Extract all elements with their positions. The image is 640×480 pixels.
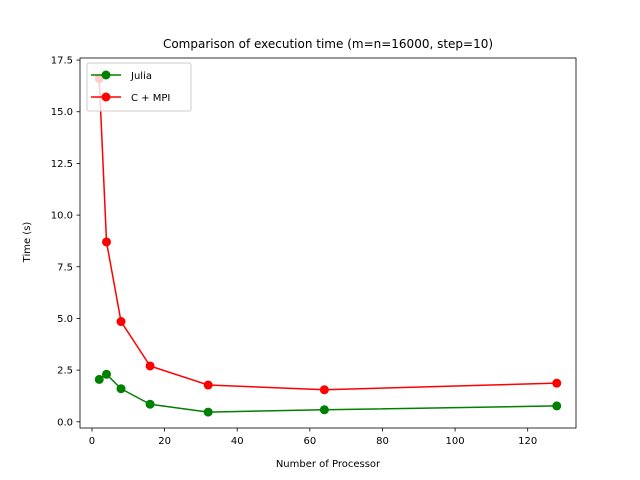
x-tick-label: 100 [446,436,465,447]
legend: Julia C + MPI [86,62,192,112]
data-point-julia [94,374,104,384]
y-tick-label: 7.5 [57,262,73,273]
y-axis-ticks: 0.0 2.5 5.0 7.5 10.0 12.5 15.0 17.5 [51,56,80,428]
x-tick-label: 120 [518,436,537,447]
data-point-c-mpi [116,317,126,327]
data-point-julia [552,401,562,411]
x-tick-label: 40 [231,436,244,447]
data-point-c-mpi [203,380,213,390]
data-point-c-mpi [552,378,562,388]
data-point-julia [116,384,126,394]
x-tick-label: 20 [158,436,171,447]
x-axis-label: Number of Processor [276,459,381,470]
legend-label-c-mpi: C + MPI [131,93,170,104]
chart-title: Comparison of execution time (m=n=16000,… [163,37,493,51]
legend-marker-julia [101,70,111,80]
y-tick-label: 2.5 [57,366,73,377]
data-point-c-mpi [102,237,112,247]
y-tick-label: 0.0 [57,417,73,428]
x-tick-label: 60 [303,436,316,447]
x-tick-label: 80 [376,436,389,447]
legend-label-julia: Julia [130,71,152,82]
y-tick-label: 5.0 [57,314,73,325]
y-tick-label: 17.5 [51,56,73,67]
data-point-julia [102,369,112,379]
x-tick-label: 0 [89,436,95,447]
y-tick-label: 12.5 [51,159,73,170]
data-point-c-mpi [145,361,155,371]
plot-area [79,57,577,429]
y-tick-label: 10.0 [51,211,73,222]
data-point-julia [203,407,213,417]
x-axis-ticks: 0 20 40 60 80 100 120 [89,428,537,447]
y-tick-label: 15.0 [51,107,73,118]
data-point-julia [319,405,329,415]
legend-marker-c-mpi [101,92,111,102]
data-point-c-mpi [319,385,329,395]
data-point-julia [145,399,155,409]
plot-frame [79,57,577,429]
y-axis-label: Time (s) [22,222,33,264]
